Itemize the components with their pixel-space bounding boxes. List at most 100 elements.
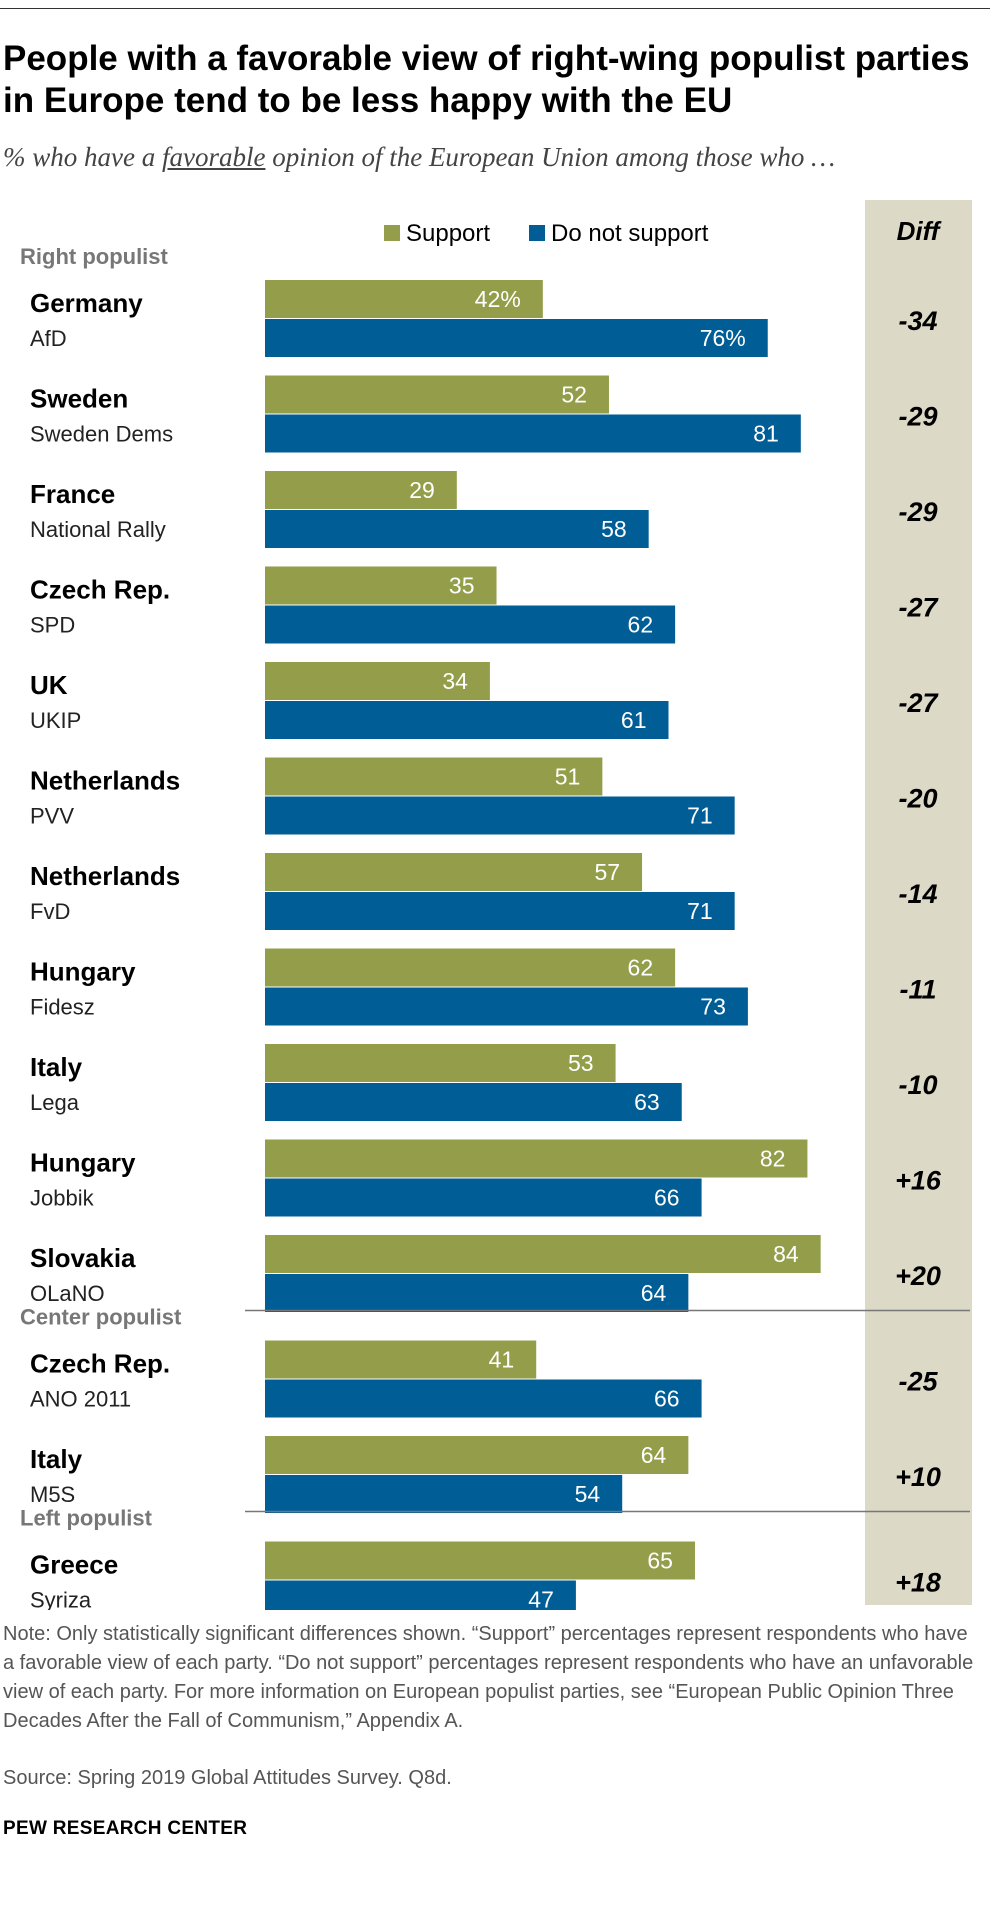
bar-support bbox=[265, 662, 490, 700]
party-label: Jobbik bbox=[30, 1186, 95, 1211]
party-label: UKIP bbox=[30, 708, 81, 733]
bar-support bbox=[265, 1340, 537, 1379]
country-label: Czech Rep. bbox=[30, 575, 170, 605]
diff-value: +20 bbox=[895, 1261, 941, 1291]
bar-not-support bbox=[265, 1580, 576, 1610]
party-label: PVV bbox=[30, 804, 74, 829]
bar-not-support bbox=[265, 1475, 623, 1513]
bar-support bbox=[265, 1044, 616, 1082]
value-label-not-support: 66 bbox=[654, 1386, 680, 1412]
country-label: UK bbox=[30, 670, 68, 700]
legend-swatch-support bbox=[384, 225, 400, 241]
bar-not-support bbox=[265, 796, 735, 835]
diff-value: +18 bbox=[895, 1568, 941, 1598]
diff-value: -34 bbox=[898, 306, 937, 336]
bar-not-support bbox=[265, 1379, 702, 1418]
chart-note: Note: Only statistically significant dif… bbox=[3, 1623, 974, 1732]
value-label-not-support: 71 bbox=[687, 803, 713, 829]
diff-value: -27 bbox=[898, 593, 939, 623]
party-label: SPD bbox=[30, 613, 75, 638]
bar-support bbox=[265, 1139, 808, 1178]
chart-subtitle: % who have a favorable opinion of the Eu… bbox=[3, 142, 835, 173]
value-label-not-support: 81 bbox=[753, 421, 779, 447]
country-label: Czech Rep. bbox=[30, 1349, 170, 1379]
value-label-not-support: 61 bbox=[621, 707, 647, 733]
group-label: Center populist bbox=[20, 1305, 182, 1330]
legend-label-not_support: Do not support bbox=[551, 220, 709, 247]
diff-value: -29 bbox=[898, 402, 937, 432]
value-label-support: 35 bbox=[449, 573, 475, 599]
value-label-not-support: 71 bbox=[687, 898, 713, 924]
value-label-not-support: 64 bbox=[641, 1280, 667, 1306]
value-label-support: 42% bbox=[475, 286, 521, 312]
top-rule bbox=[0, 8, 990, 9]
legend-label-support: Support bbox=[406, 220, 490, 247]
value-label-support: 57 bbox=[594, 859, 620, 885]
party-label: AfD bbox=[30, 326, 67, 351]
party-label: Lega bbox=[30, 1090, 80, 1115]
bar-chart: Diff Support Do not support Right populist G… bbox=[20, 200, 972, 1611]
bar-support bbox=[265, 471, 457, 509]
country-label: France bbox=[30, 479, 115, 509]
bar-not-support bbox=[265, 1178, 702, 1217]
subtitle-end: opinion of the European Union among thos… bbox=[265, 142, 836, 172]
country-label: Italy bbox=[30, 1444, 83, 1474]
value-label-not-support: 58 bbox=[601, 516, 627, 542]
bar-support bbox=[265, 948, 676, 987]
value-label-support: 64 bbox=[641, 1442, 667, 1468]
diff-value: +10 bbox=[895, 1462, 941, 1492]
diff-value: -14 bbox=[898, 879, 937, 909]
bar-not-support bbox=[265, 1083, 682, 1121]
chart-title: People with a favorable view of right-wi… bbox=[3, 39, 970, 120]
value-label-support: 34 bbox=[442, 668, 468, 694]
country-label: Sweden bbox=[30, 384, 128, 414]
party-label: ANO 2011 bbox=[30, 1387, 131, 1412]
diff-value: +16 bbox=[895, 1166, 942, 1196]
country-label: Italy bbox=[30, 1052, 83, 1082]
country-label: Netherlands bbox=[30, 861, 180, 891]
value-label-support: 29 bbox=[409, 477, 435, 503]
value-label-not-support: 63 bbox=[634, 1089, 660, 1115]
party-label: Sweden Dems bbox=[30, 422, 173, 447]
party-label: National Rally bbox=[30, 517, 166, 542]
subtitle-start: % who have a bbox=[3, 142, 162, 172]
bar-not-support bbox=[265, 319, 768, 357]
bar-support bbox=[265, 280, 543, 318]
party-label: M5S bbox=[30, 1482, 75, 1507]
bar-support bbox=[265, 1541, 695, 1580]
value-label-not-support: 54 bbox=[575, 1481, 601, 1507]
diff-column-background bbox=[865, 200, 972, 1605]
bar-not-support bbox=[265, 987, 748, 1026]
bar-support bbox=[265, 757, 603, 796]
legend-swatch-not_support bbox=[529, 225, 545, 241]
diff-header: Diff bbox=[897, 216, 942, 246]
value-label-support: 53 bbox=[568, 1050, 594, 1076]
subtitle-underlined: favorable bbox=[161, 142, 266, 172]
bar-not-support bbox=[265, 605, 676, 644]
group-label: Left populist bbox=[20, 1506, 153, 1531]
group-label: Right populist bbox=[20, 244, 169, 269]
party-label: Fidesz bbox=[30, 995, 95, 1020]
bar-not-support bbox=[265, 892, 735, 930]
country-label: Netherlands bbox=[30, 766, 180, 796]
brand-logo-text: PEW RESEARCH CENTER bbox=[3, 1818, 248, 1839]
value-label-not-support: 76% bbox=[700, 325, 746, 351]
party-label: OLaNO bbox=[30, 1281, 105, 1306]
diff-value: -11 bbox=[899, 975, 936, 1005]
value-label-support: 65 bbox=[647, 1548, 673, 1574]
value-label-support: 82 bbox=[760, 1146, 786, 1172]
country-label: Hungary bbox=[30, 1148, 136, 1178]
diff-value: -27 bbox=[898, 688, 939, 718]
country-label: Hungary bbox=[30, 957, 136, 987]
diff-value: -10 bbox=[898, 1070, 937, 1100]
value-label-not-support: 47 bbox=[528, 1587, 554, 1611]
party-label: Syriza bbox=[30, 1588, 92, 1611]
value-label-support: 84 bbox=[773, 1241, 799, 1267]
country-label: Germany bbox=[30, 288, 143, 318]
bar-support bbox=[265, 375, 609, 414]
bar-support bbox=[265, 853, 643, 891]
value-label-support: 62 bbox=[628, 955, 654, 981]
value-label-support: 51 bbox=[555, 764, 581, 790]
diff-value: -20 bbox=[898, 784, 937, 814]
value-label-support: 52 bbox=[561, 382, 587, 408]
